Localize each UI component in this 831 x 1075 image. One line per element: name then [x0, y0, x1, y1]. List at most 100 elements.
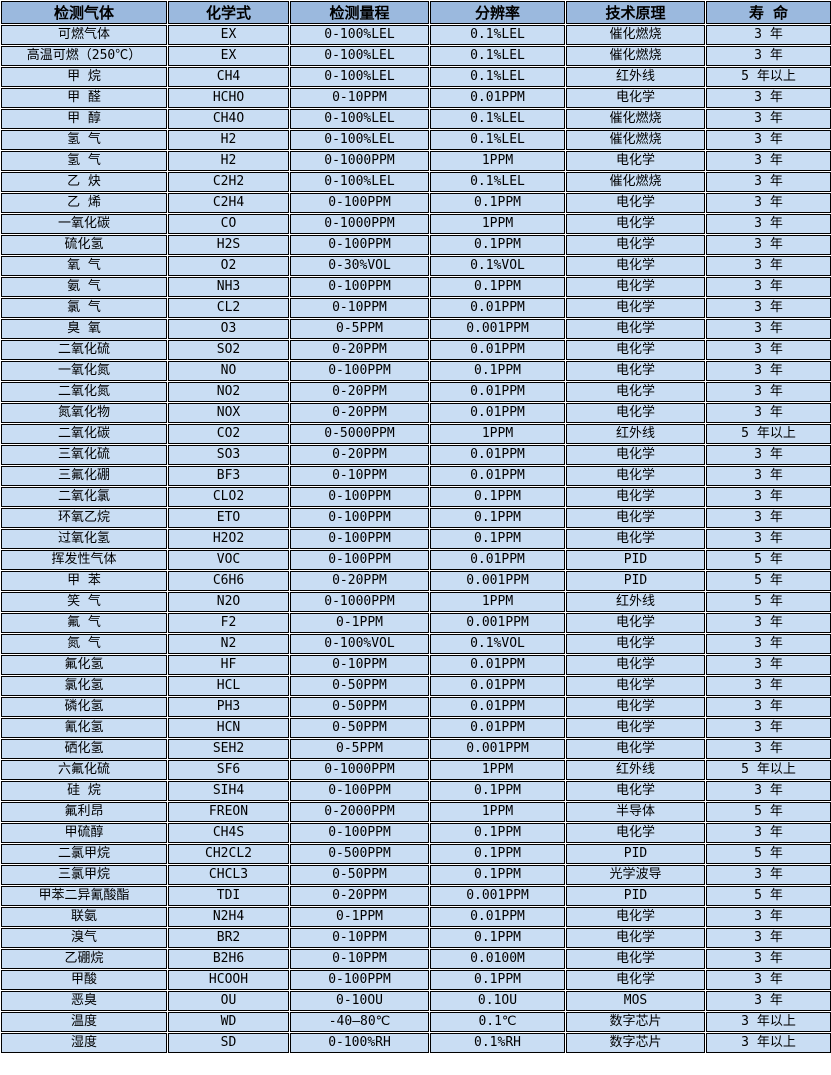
- table-row: 三氟化硼 BF3 0-10PPM 0.01PPM 电化学 3 年: [1, 466, 831, 486]
- table-cell: 氯化氢: [1, 676, 167, 696]
- table-cell: 电化学: [566, 697, 705, 717]
- table-cell: PID: [566, 886, 705, 906]
- table-cell: NO: [168, 361, 289, 381]
- table-cell: 3 年: [706, 214, 831, 234]
- table-cell: 电化学: [566, 361, 705, 381]
- table-cell: CH4S: [168, 823, 289, 843]
- table-row: 一氧化氮 NO 0-100PPM 0.1PPM 电化学 3 年: [1, 361, 831, 381]
- table-cell: 乙硼烷: [1, 949, 167, 969]
- table-cell: 3 年: [706, 88, 831, 108]
- table-cell: 1PPM: [430, 592, 565, 612]
- table-cell: 5 年: [706, 844, 831, 864]
- table-cell: 0-2000PPM: [290, 802, 429, 822]
- column-header: 检测气体: [1, 1, 167, 24]
- table-cell: 电化学: [566, 970, 705, 990]
- table-cell: 3 年: [706, 907, 831, 927]
- table-cell: 3 年: [706, 277, 831, 297]
- table-cell: 催化燃烧: [566, 46, 705, 66]
- table-row: 温度 WD -40—80℃ 0.1℃ 数字芯片 3 年以上: [1, 1012, 831, 1032]
- table-cell: SO2: [168, 340, 289, 360]
- table-row: 硒化氢 SEH2 0-5PPM 0.001PPM 电化学 3 年: [1, 739, 831, 759]
- table-cell: 3 年: [706, 970, 831, 990]
- table-row: 氟利昂 FREON 0-2000PPM 1PPM 半导体 5 年: [1, 802, 831, 822]
- table-cell: 1PPM: [430, 151, 565, 171]
- table-cell: 0.1PPM: [430, 928, 565, 948]
- table-cell: 0-1000PPM: [290, 592, 429, 612]
- table-cell: 0-100%LEL: [290, 172, 429, 192]
- table-cell: 0.1PPM: [430, 487, 565, 507]
- table-cell: 硫化氢: [1, 235, 167, 255]
- table-row: 过氧化氢 H2O2 0-100PPM 0.1PPM 电化学 3 年: [1, 529, 831, 549]
- table-cell: 氟利昂: [1, 802, 167, 822]
- table-cell: 0-1000PPM: [290, 151, 429, 171]
- table-cell: 电化学: [566, 739, 705, 759]
- table-row: 氨 气 NH3 0-100PPM 0.1PPM 电化学 3 年: [1, 277, 831, 297]
- table-cell: 0-100%LEL: [290, 46, 429, 66]
- table-cell: 甲酸: [1, 970, 167, 990]
- table-cell: VOC: [168, 550, 289, 570]
- table-cell: 数字芯片: [566, 1033, 705, 1053]
- table-cell: BR2: [168, 928, 289, 948]
- table-cell: 二氧化硫: [1, 340, 167, 360]
- table-cell: 0-100PPM: [290, 529, 429, 549]
- table-row: 氢 气 H2 0-100%LEL 0.1%LEL 催化燃烧 3 年: [1, 130, 831, 150]
- table-cell: WD: [168, 1012, 289, 1032]
- table-cell: 电化学: [566, 319, 705, 339]
- table-cell: 甲 醛: [1, 88, 167, 108]
- table-cell: 甲 醇: [1, 109, 167, 129]
- table-cell: 0.01PPM: [430, 676, 565, 696]
- table-row: 湿度 SD 0-100%RH 0.1%RH 数字芯片 3 年以上: [1, 1033, 831, 1053]
- table-cell: 5 年以上: [706, 424, 831, 444]
- table-cell: 氟化氢: [1, 655, 167, 675]
- table-cell: 1PPM: [430, 214, 565, 234]
- table-cell: 0-20PPM: [290, 382, 429, 402]
- table-cell: 0-5PPM: [290, 319, 429, 339]
- column-header: 分辨率: [430, 1, 565, 24]
- table-row: 甲 醛 HCHO 0-10PPM 0.01PPM 电化学 3 年: [1, 88, 831, 108]
- table-cell: H2S: [168, 235, 289, 255]
- table-cell: 红外线: [566, 592, 705, 612]
- table-cell: 5 年: [706, 571, 831, 591]
- table-cell: 0.01PPM: [430, 655, 565, 675]
- table-cell: 电化学: [566, 676, 705, 696]
- table-row: 二氧化氯 CLO2 0-100PPM 0.1PPM 电化学 3 年: [1, 487, 831, 507]
- table-cell: 3 年: [706, 340, 831, 360]
- table-cell: 0.1%VOL: [430, 634, 565, 654]
- table-cell: 催化燃烧: [566, 172, 705, 192]
- table-cell: 电化学: [566, 235, 705, 255]
- table-cell: 3 年: [706, 781, 831, 801]
- column-header: 寿 命: [706, 1, 831, 24]
- table-cell: 挥发性气体: [1, 550, 167, 570]
- table-cell: 0-100PPM: [290, 508, 429, 528]
- table-cell: 电化学: [566, 487, 705, 507]
- table-cell: 甲苯二异氰酸酯: [1, 886, 167, 906]
- table-cell: 0-10PPM: [290, 655, 429, 675]
- table-cell: 0.1PPM: [430, 970, 565, 990]
- table-cell: 0.1%LEL: [430, 172, 565, 192]
- table-cell: 0-100PPM: [290, 823, 429, 843]
- table-row: 乙 炔 C2H2 0-100%LEL 0.1%LEL 催化燃烧 3 年: [1, 172, 831, 192]
- table-cell: 氮 气: [1, 634, 167, 654]
- table-cell: 0-100PPM: [290, 277, 429, 297]
- column-header: 技术原理: [566, 1, 705, 24]
- table-cell: 过氧化氢: [1, 529, 167, 549]
- table-cell: 二氯甲烷: [1, 844, 167, 864]
- table-cell: 0.0100M: [430, 949, 565, 969]
- table-cell: 0-10PPM: [290, 298, 429, 318]
- table-cell: 5 年以上: [706, 67, 831, 87]
- table-cell: 0-100%RH: [290, 1033, 429, 1053]
- table-cell: 5 年以上: [706, 760, 831, 780]
- table-cell: 联氨: [1, 907, 167, 927]
- table-cell: 0.01PPM: [430, 340, 565, 360]
- table-cell: 3 年: [706, 991, 831, 1011]
- table-row: 氢 气 H2 0-1000PPM 1PPM 电化学 3 年: [1, 151, 831, 171]
- table-cell: 氢 气: [1, 151, 167, 171]
- table-cell: 0.01PPM: [430, 718, 565, 738]
- table-cell: CO2: [168, 424, 289, 444]
- table-cell: 半导体: [566, 802, 705, 822]
- table-cell: 三氟化硼: [1, 466, 167, 486]
- table-cell: 六氟化硫: [1, 760, 167, 780]
- header-row: 检测气体 化学式 检测量程 分辨率 技术原理寿 命: [1, 1, 831, 24]
- table-cell: CH4: [168, 67, 289, 87]
